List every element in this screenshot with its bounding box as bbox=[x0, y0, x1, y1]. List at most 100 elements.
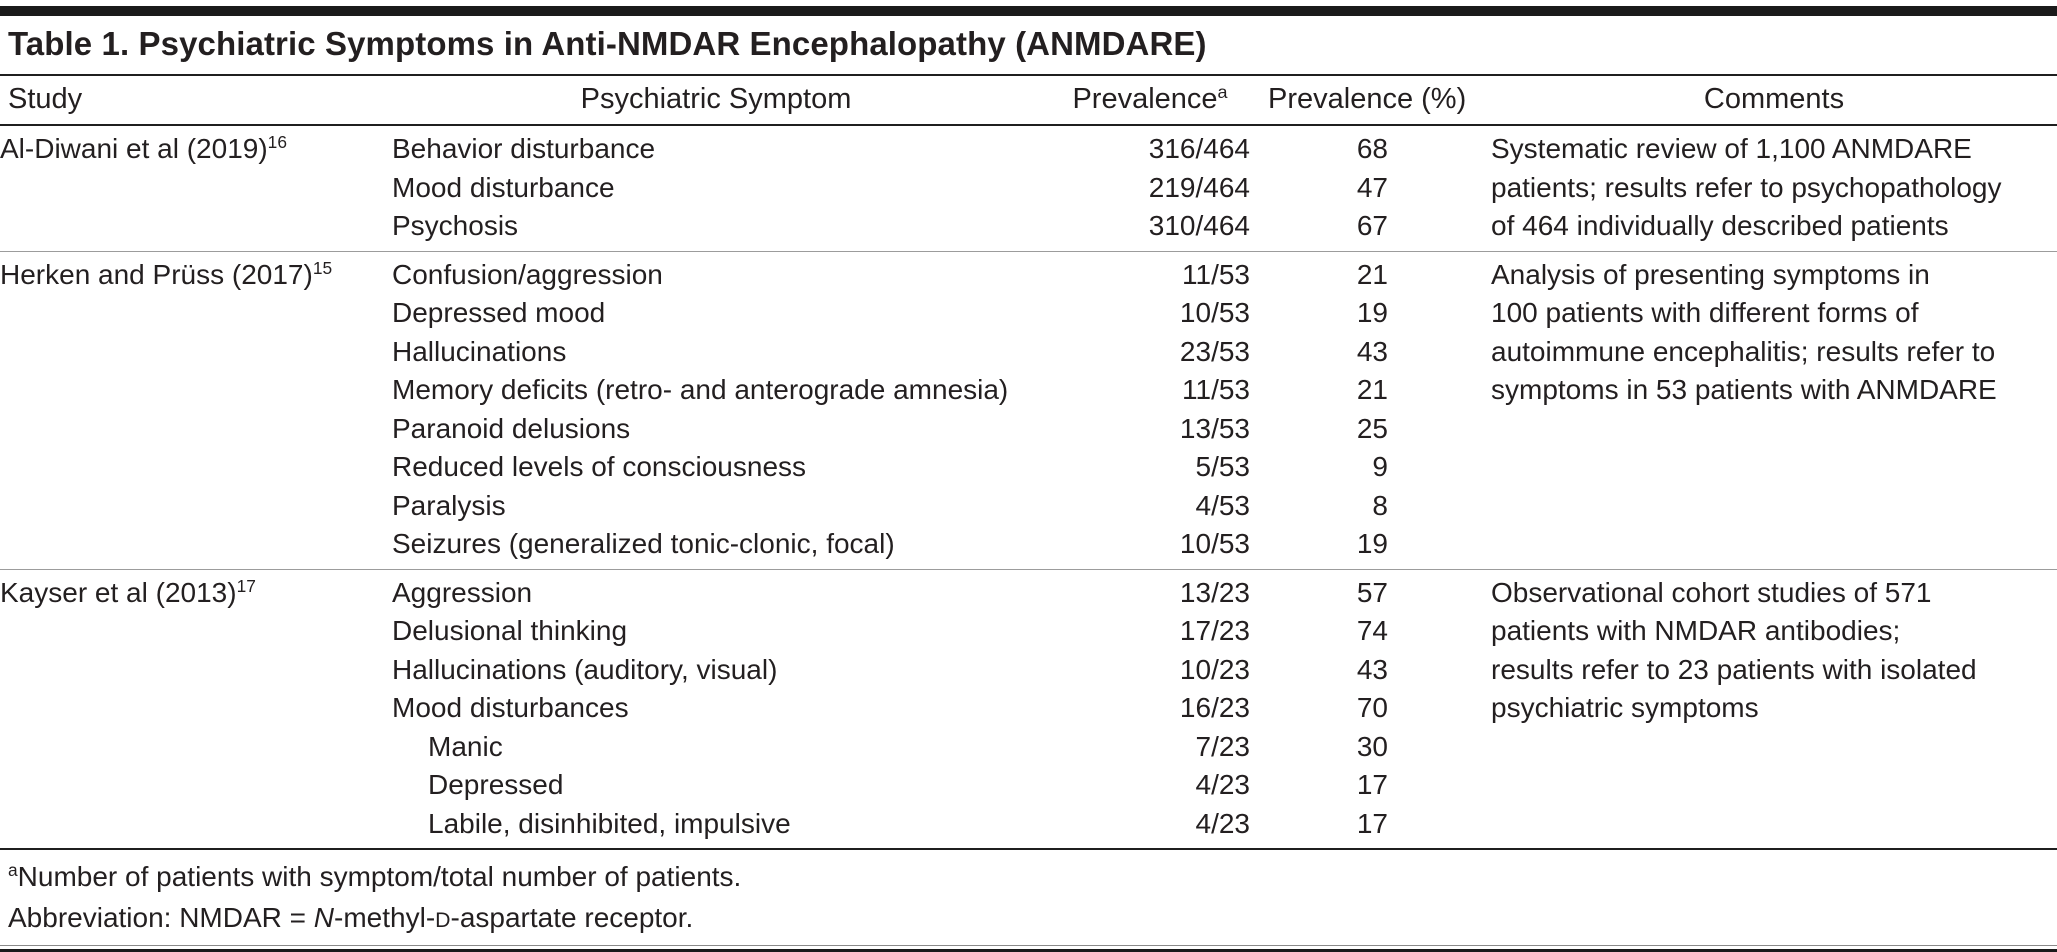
prevalence-percent-cell: 21 bbox=[1356, 258, 1388, 290]
column-header-symptom: Psychiatric Symptom bbox=[580, 83, 852, 115]
top-heavy-rule bbox=[0, 6, 2057, 16]
prevalence-percent-cell: 30 bbox=[1356, 730, 1388, 762]
prevalence-fraction-cell: 219/464 bbox=[1148, 171, 1250, 203]
comment-line: Observational cohort studies of 571 bbox=[1491, 576, 1932, 608]
comment-line: Analysis of presenting symptoms in bbox=[1491, 258, 1930, 290]
symptom-cell: Hallucinations (auditory, visual) bbox=[392, 653, 778, 685]
prevalence-fraction-cell: 316/464 bbox=[1148, 133, 1250, 164]
study-group: Kayser et al (2013)17 Aggression Delusiona… bbox=[0, 570, 2057, 849]
symptom-cell: Depressed bbox=[428, 769, 564, 800]
study-name-cell: Kayser et al (2013)17 bbox=[0, 574, 392, 616]
prevalence-percent-cell: 19 bbox=[1356, 528, 1388, 559]
prevalence-percent-cell: 67 bbox=[1356, 210, 1388, 241]
symptom-cell: Behavior disturbance bbox=[392, 133, 656, 164]
prevalence-fraction-cell: 11/53 bbox=[1182, 258, 1250, 290]
symptom-cell: Mood disturbance bbox=[392, 171, 615, 203]
prevalence-percent-column: 68 47 67 bbox=[1260, 130, 1446, 246]
column-header-comments: Comments bbox=[1703, 83, 1845, 115]
prevalence-percent-cell: 43 bbox=[1356, 653, 1388, 685]
prevalence-percent-column: 21 19 43 21 25 9 8 19 bbox=[1260, 256, 1446, 564]
prevalence-percent-column: 57 74 43 70 30 17 17 bbox=[1260, 574, 1446, 844]
footnote-prevalence-definition: aNumber of patients with symptom/total n… bbox=[8, 858, 2049, 899]
symptom-cell: Psychosis bbox=[392, 210, 519, 241]
comment-line: patients; results refer to psychopatholo… bbox=[1491, 171, 2002, 203]
comment-line: symptoms in 53 patients with ANMDARE bbox=[1491, 374, 1997, 405]
prevalence-percent-cell: 8 bbox=[1372, 489, 1388, 521]
study-name: Herken and Prüss (2017) bbox=[0, 258, 313, 290]
prevalence-percent-cell: 9 bbox=[1372, 451, 1388, 482]
footnote-abbreviation-segment: -aspartate receptor. bbox=[450, 902, 694, 933]
group-separator-rule bbox=[0, 250, 2057, 252]
footnote-abbreviation-segment: N bbox=[313, 902, 335, 933]
prevalence-percent-cell: 68 bbox=[1356, 133, 1388, 164]
prevalence-percent-cell: 74 bbox=[1356, 615, 1388, 646]
symptom-cell: Hallucinations bbox=[392, 335, 567, 367]
symptom-column: Confusion/aggression Depressed mood Halluc… bbox=[392, 256, 1024, 564]
comment-line: patients with NMDAR antibodies; bbox=[1491, 615, 1901, 646]
study-reference-superscript: 15 bbox=[312, 257, 333, 278]
footnote-abbreviation-segment: -methyl- bbox=[334, 902, 436, 933]
footnote-abbreviation-segment: Abbreviation: NMDAR = bbox=[8, 902, 314, 933]
comment-line: 100 patients with different forms of bbox=[1491, 297, 1919, 328]
study-name: Al-Diwani et al (2019) bbox=[0, 133, 268, 164]
symptom-cell: Depressed mood bbox=[392, 297, 606, 328]
prevalence-fraction-cell: 10/53 bbox=[1179, 528, 1250, 559]
prevalence-column: 13/23 17/23 10/23 16/23 7/23 4/23 4/23 bbox=[1024, 574, 1260, 844]
comment-line: psychiatric symptoms bbox=[1491, 692, 1759, 723]
symptom-cell: Mood disturbances bbox=[392, 692, 629, 723]
prevalence-percent-cell: 47 bbox=[1356, 171, 1388, 203]
prevalence-percent-cell: 43 bbox=[1356, 335, 1388, 367]
comments-cell: Systematic review of 1,100 ANMDARE patien… bbox=[1446, 130, 2057, 246]
prevalence-fraction-cell: 310/464 bbox=[1148, 210, 1250, 241]
comment-line: results refer to 23 patients with isolat… bbox=[1491, 653, 1977, 685]
group-separator-rule bbox=[0, 568, 2057, 570]
prevalence-percent-cell: 17 bbox=[1356, 807, 1388, 839]
footnote-divider-rule bbox=[0, 848, 2057, 850]
symptom-cell: Memory deficits (retro- and anterograde … bbox=[392, 374, 1009, 405]
prevalence-fraction-cell: 13/53 bbox=[1179, 412, 1250, 444]
prevalence-percent-cell: 57 bbox=[1356, 576, 1388, 608]
prevalence-column: 11/53 10/53 23/53 11/53 13/53 5/53 4/53 10/53 bbox=[1024, 256, 1260, 564]
prevalence-column: 316/464 219/464 310/464 bbox=[1024, 130, 1260, 246]
symptom-cell: Paralysis bbox=[392, 489, 506, 521]
prevalence-percent-cell: 70 bbox=[1356, 692, 1388, 723]
column-header-row: Study Psychiatric Symptom Prevalencea Pr… bbox=[0, 76, 2057, 124]
symptom-cell: Seizures (generalized tonic-clonic, foca… bbox=[392, 528, 895, 559]
column-header-prevalence-percent: Prevalence (%) bbox=[1268, 83, 1467, 115]
symptom-cell: Manic bbox=[428, 730, 503, 762]
footnote-abbreviation-segment: D bbox=[435, 908, 451, 932]
table-title: Table 1. Psychiatric Symptoms in Anti-NM… bbox=[8, 25, 1207, 62]
symptom-cell: Paranoid delusions bbox=[392, 412, 631, 444]
prevalence-fraction-cell: 16/23 bbox=[1179, 692, 1250, 723]
header-divider-rule bbox=[0, 124, 2057, 126]
prevalence-percent-cell: 21 bbox=[1356, 374, 1388, 405]
comment-line: of 464 individually described patients bbox=[1491, 210, 1949, 241]
prevalence-fraction-cell: 4/23 bbox=[1195, 807, 1251, 839]
prevalence-fraction-cell: 4/23 bbox=[1195, 769, 1251, 800]
column-header-prevalence-label: Prevalence bbox=[1072, 83, 1218, 115]
prevalence-percent-cell: 17 bbox=[1356, 769, 1388, 800]
comment-line: autoimmune encephalitis; results refer t… bbox=[1491, 335, 1996, 367]
title-divider-rule bbox=[0, 74, 2057, 76]
comments-cell: Observational cohort studies of 571 patie… bbox=[1446, 574, 2057, 728]
prevalence-footnote-marker: a bbox=[1217, 82, 1228, 103]
symptom-cell: Delusional thinking bbox=[392, 615, 628, 646]
comment-line: Systematic review of 1,100 ANMDARE bbox=[1491, 133, 1972, 164]
prevalence-fraction-cell: 7/23 bbox=[1195, 730, 1251, 762]
symptom-cell: Labile, disinhibited, impulsive bbox=[428, 807, 791, 839]
study-reference-superscript: 17 bbox=[236, 575, 256, 596]
symptom-cell: Aggression bbox=[392, 576, 533, 608]
prevalence-percent-cell: 25 bbox=[1356, 412, 1388, 444]
prevalence-fraction-cell: 23/53 bbox=[1179, 335, 1250, 367]
symptom-cell: Reduced levels of consciousness bbox=[392, 451, 807, 482]
study-group: Al-Diwani et al (2019)16 Behavior disturb… bbox=[0, 126, 2057, 251]
footnote-abbreviation: Abbreviation: NMDAR = N-methyl-D-asparta… bbox=[8, 899, 2049, 939]
study-name-cell: Al-Diwani et al (2019)16 bbox=[0, 130, 392, 172]
prevalence-fraction-cell: 10/23 bbox=[1179, 653, 1250, 685]
footnote-a-marker: a bbox=[8, 860, 18, 881]
footnotes: aNumber of patients with symptom/total n… bbox=[0, 850, 2057, 945]
bottom-thin-rule bbox=[0, 945, 2057, 946]
prevalence-fraction-cell: 11/53 bbox=[1182, 374, 1250, 405]
prevalence-fraction-cell: 10/53 bbox=[1179, 297, 1250, 328]
study-group: Herken and Prüss (2017)15 Confusion/aggre… bbox=[0, 252, 2057, 569]
